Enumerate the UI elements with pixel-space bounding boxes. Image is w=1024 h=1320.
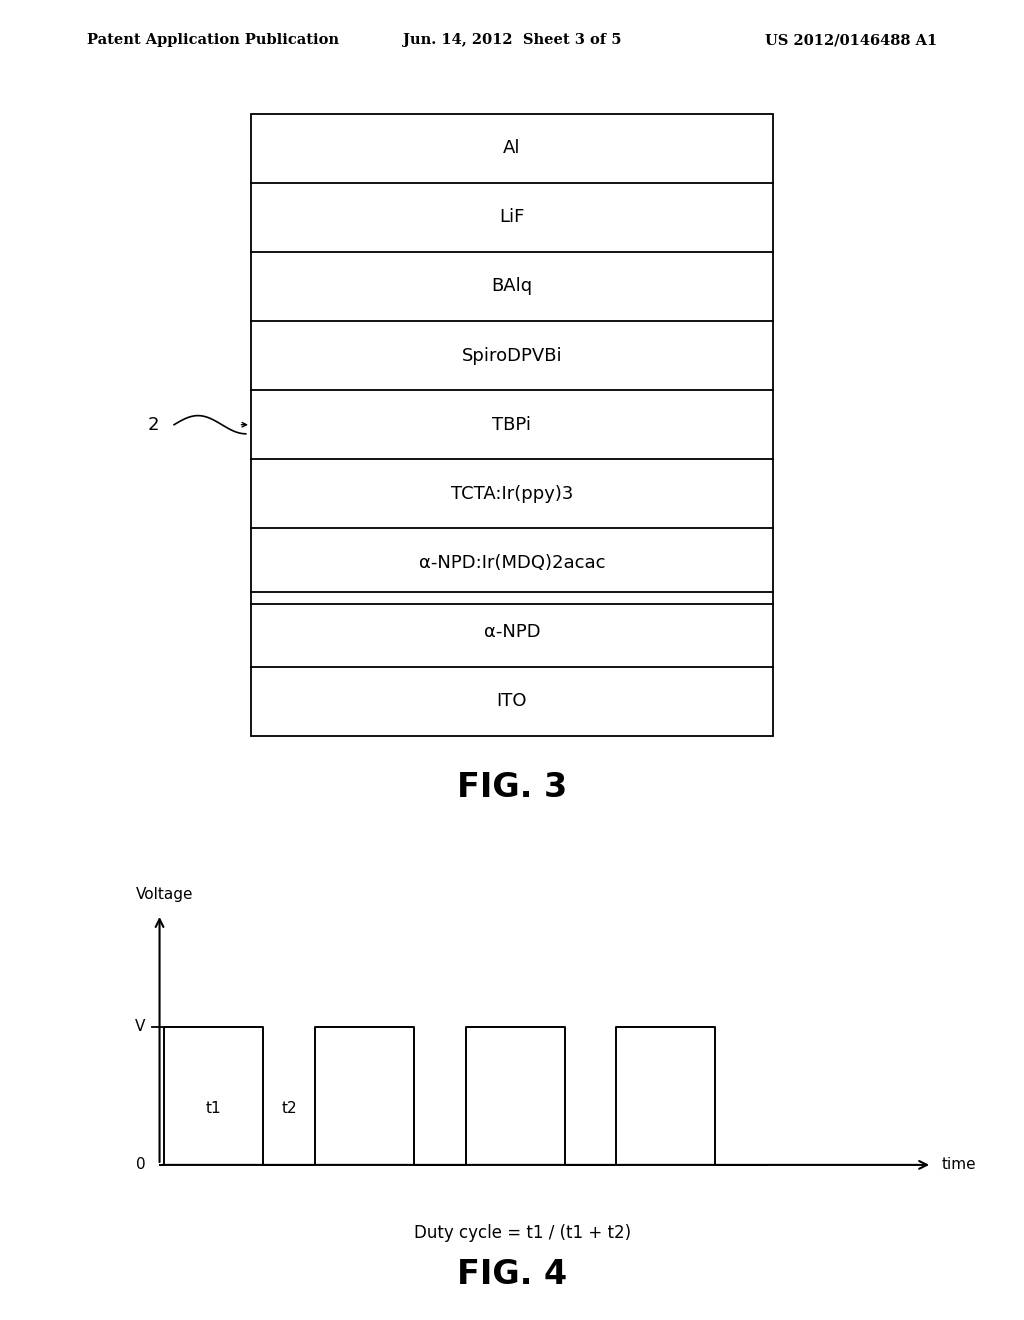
Text: 2: 2 bbox=[147, 416, 159, 434]
Text: SpiroDPVBi: SpiroDPVBi bbox=[462, 347, 562, 364]
Text: US 2012/0146488 A1: US 2012/0146488 A1 bbox=[765, 33, 937, 48]
Text: Patent Application Publication: Patent Application Publication bbox=[87, 33, 339, 48]
Bar bbox=[251, 114, 773, 737]
Text: Voltage: Voltage bbox=[136, 887, 194, 902]
Text: LiF: LiF bbox=[500, 209, 524, 226]
Text: 0: 0 bbox=[136, 1158, 145, 1172]
Text: t1: t1 bbox=[206, 1101, 221, 1115]
Text: time: time bbox=[941, 1158, 976, 1172]
Text: TBPi: TBPi bbox=[493, 416, 531, 434]
Text: FIG. 4: FIG. 4 bbox=[457, 1258, 567, 1291]
Text: Al: Al bbox=[503, 139, 521, 157]
Text: ITO: ITO bbox=[497, 692, 527, 710]
Text: FIG. 3: FIG. 3 bbox=[457, 771, 567, 804]
Text: BAlq: BAlq bbox=[492, 277, 532, 296]
Text: t2: t2 bbox=[282, 1101, 297, 1115]
Text: V: V bbox=[135, 1019, 145, 1035]
Text: α-NPD:Ir(MDQ)2acac: α-NPD:Ir(MDQ)2acac bbox=[419, 554, 605, 572]
Text: TCTA:Ir(ppy)3: TCTA:Ir(ppy)3 bbox=[451, 484, 573, 503]
Text: Jun. 14, 2012  Sheet 3 of 5: Jun. 14, 2012 Sheet 3 of 5 bbox=[402, 33, 622, 48]
Text: α-NPD: α-NPD bbox=[483, 623, 541, 642]
Text: Duty cycle = t1 / (t1 + t2): Duty cycle = t1 / (t1 + t2) bbox=[414, 1225, 631, 1242]
